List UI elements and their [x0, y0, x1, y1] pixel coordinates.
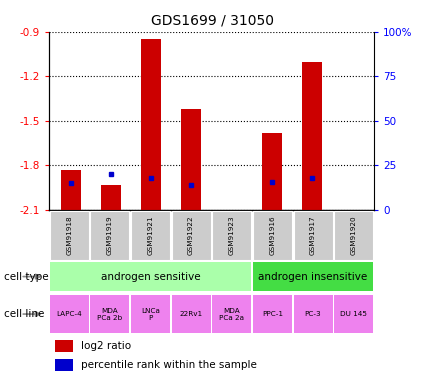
Text: GSM91920: GSM91920	[351, 216, 357, 255]
Text: MDA
PCa 2a: MDA PCa 2a	[219, 308, 244, 321]
Bar	[212, 295, 251, 333]
Bar	[91, 295, 129, 333]
Bar	[50, 295, 89, 333]
Text: androgen insensitive: androgen insensitive	[258, 272, 368, 282]
Bar	[172, 211, 211, 260]
Text: GSM91923: GSM91923	[229, 216, 235, 255]
Bar	[131, 211, 170, 260]
Bar	[172, 295, 211, 333]
Bar	[141, 39, 161, 210]
Text: MDA
PCa 2b: MDA PCa 2b	[97, 308, 122, 321]
Bar	[50, 211, 89, 260]
Text: 22Rv1: 22Rv1	[179, 311, 203, 317]
Bar	[50, 262, 251, 291]
Text: LNCa
P: LNCa P	[141, 308, 160, 321]
Text: cell type: cell type	[4, 272, 49, 282]
Text: LAPC-4: LAPC-4	[57, 311, 82, 317]
Bar	[334, 211, 373, 260]
Bar	[61, 170, 81, 210]
Text: GSM91922: GSM91922	[188, 216, 194, 255]
Text: percentile rank within the sample: percentile rank within the sample	[82, 360, 257, 370]
Bar	[334, 295, 373, 333]
Bar	[91, 211, 129, 260]
Text: GSM91921: GSM91921	[147, 216, 153, 255]
Bar	[253, 295, 292, 333]
Bar	[101, 185, 121, 210]
Bar	[181, 109, 201, 210]
Text: GSM91919: GSM91919	[107, 216, 113, 255]
Bar	[253, 262, 373, 291]
Bar	[253, 211, 292, 260]
Text: cell line: cell line	[4, 309, 45, 319]
Bar	[294, 295, 332, 333]
Bar	[55, 340, 73, 352]
Text: androgen sensitive: androgen sensitive	[101, 272, 200, 282]
Text: GSM91916: GSM91916	[269, 216, 275, 255]
Text: GSM91917: GSM91917	[310, 216, 316, 255]
Text: log2 ratio: log2 ratio	[82, 341, 131, 351]
Bar	[262, 133, 282, 210]
Bar	[131, 295, 170, 333]
Text: DU 145: DU 145	[340, 311, 367, 317]
Text: GDS1699 / 31050: GDS1699 / 31050	[151, 13, 274, 27]
Text: GSM91918: GSM91918	[66, 216, 72, 255]
Bar	[302, 62, 322, 210]
Bar	[212, 211, 251, 260]
Bar	[294, 211, 332, 260]
Bar	[55, 359, 73, 371]
Text: PC-3: PC-3	[305, 311, 321, 317]
Text: PPC-1: PPC-1	[262, 311, 283, 317]
